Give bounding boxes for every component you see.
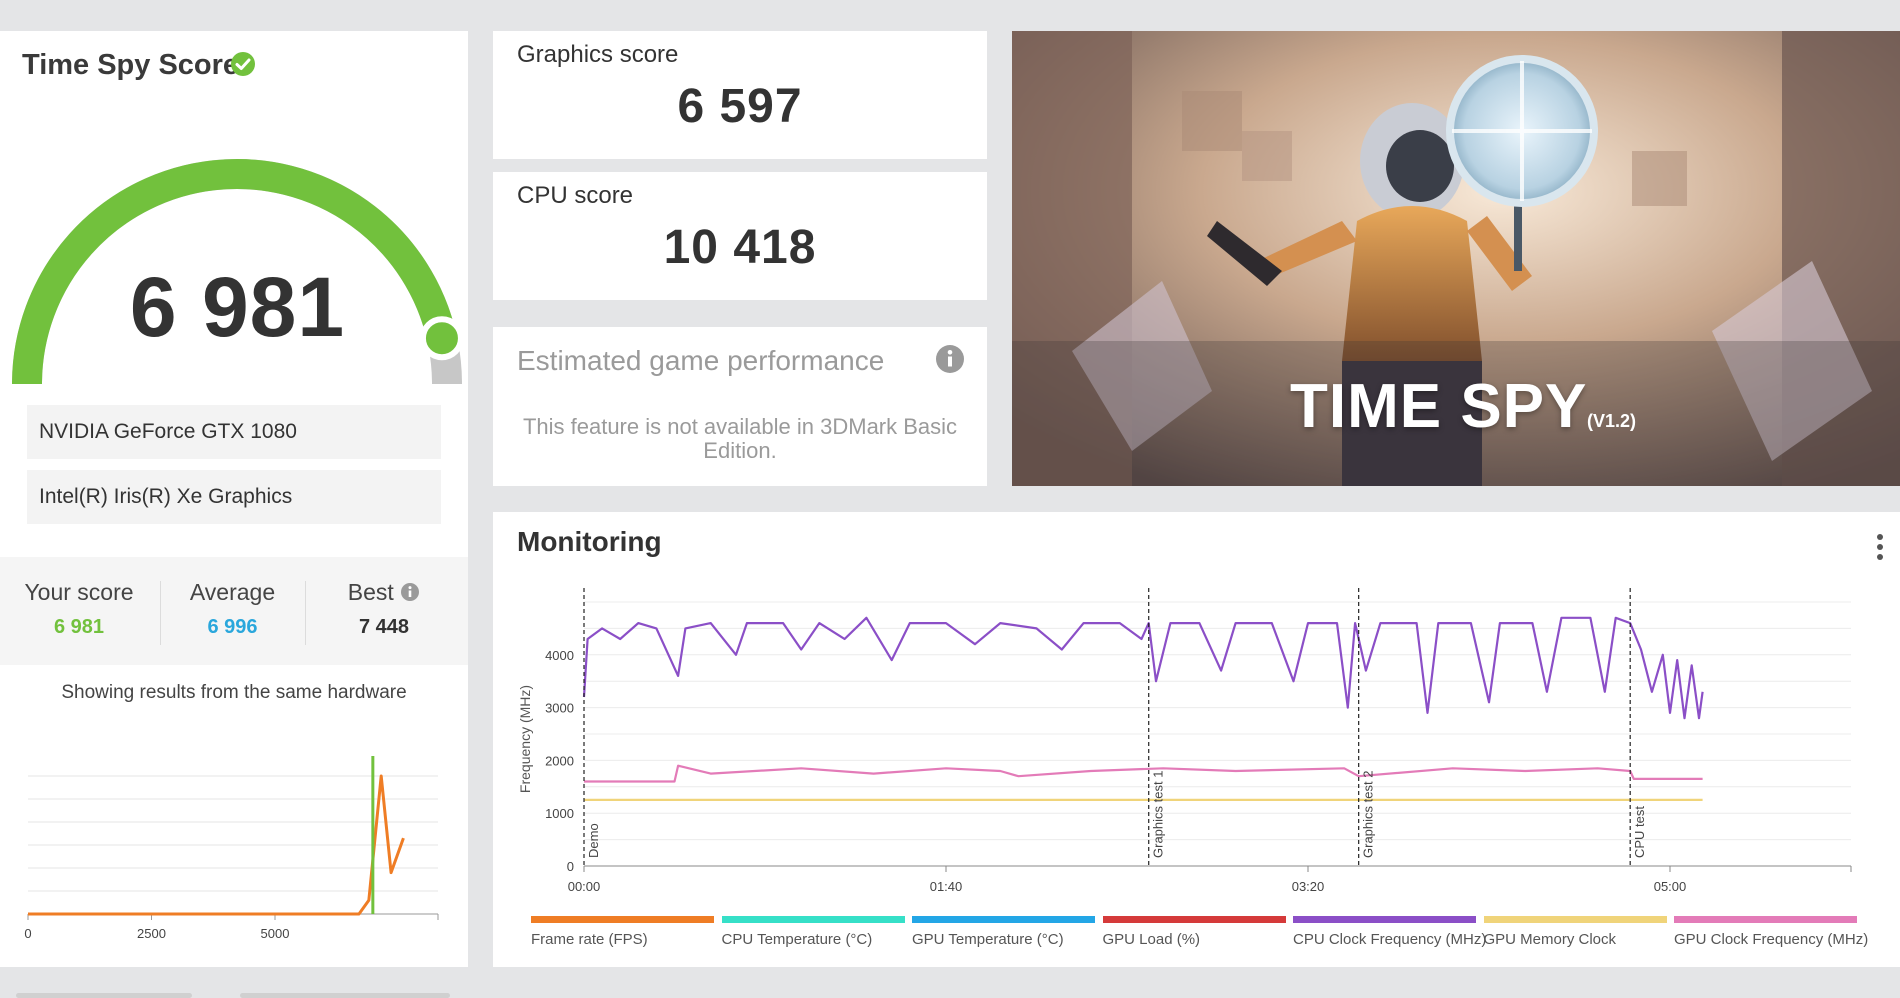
legend-swatch <box>721 916 905 923</box>
y-axis-label: Frequency (MHz) <box>517 685 533 793</box>
benchmark-hero-image: TIME SPY (V1.2) <box>1012 31 1900 486</box>
hero-banner <box>1012 341 1900 486</box>
legend-swatch <box>1483 916 1667 923</box>
gpu-primary: NVIDIA GeForce GTX 1080 <box>27 405 441 459</box>
legend-label: CPU Temperature (°C) <box>721 931 873 948</box>
info-icon[interactable] <box>400 582 420 602</box>
section-marker-label: Graphics test 1 <box>1151 771 1166 858</box>
best-label: Best <box>305 579 463 606</box>
average-label: Average <box>189 579 276 605</box>
your-score-label: Your score <box>24 579 134 605</box>
legend-label: GPU Load (%) <box>1102 931 1201 948</box>
legend-item[interactable]: CPU Clock Frequency (MHz) <box>1293 916 1487 948</box>
your-score-stat: Your score 6 981 <box>0 579 158 639</box>
graphics-score-card: Graphics score 6 597 <box>493 31 987 159</box>
average-stat: Average 6 996 <box>160 579 305 639</box>
graphics-score-label: Graphics score <box>517 41 679 68</box>
y-tick-label: 4000 <box>545 648 574 663</box>
estimated-performance-title: Estimated game performance <box>517 345 885 376</box>
legend-item[interactable]: CPU Temperature (°C) <box>721 916 905 948</box>
x-tick-label: 03:20 <box>1292 879 1325 894</box>
best-value: 7 448 <box>358 616 410 638</box>
y-tick-label: 3000 <box>545 701 574 716</box>
legend-item[interactable]: GPU Load (%) <box>1102 916 1286 948</box>
gauge-knob <box>419 316 464 361</box>
legend-swatch <box>531 916 714 923</box>
legend-label: GPU Memory Clock <box>1483 931 1617 948</box>
histogram-tick-label: 0 <box>24 926 31 941</box>
total-score: 6 981 <box>129 260 346 354</box>
score-gauge <box>12 159 464 385</box>
bottom-tab[interactable] <box>240 993 450 998</box>
average-value: 6 996 <box>207 616 258 638</box>
divider <box>160 581 161 645</box>
gauge-fill <box>12 159 457 385</box>
y-tick-label: 2000 <box>545 753 574 768</box>
monitoring-panel: Monitoring 0 1000 2000 3000 4000 00:00 01:40 03… <box>493 512 1900 967</box>
benchmark-title: TIME SPY <box>1290 372 1588 441</box>
best-stat: Best 7 448 <box>305 579 463 639</box>
score-title: Time Spy Score <box>22 49 240 81</box>
score-panel: Time Spy Score 6 981 NVIDIA GeForce GTX … <box>0 31 468 998</box>
histogram-tick-label: 2500 <box>137 926 166 941</box>
legend-item[interactable]: GPU Clock Frequency (MHz) <box>1674 916 1869 948</box>
legend-swatch <box>912 916 1095 923</box>
legend-swatch <box>1293 916 1476 923</box>
benchmark-version: (V1.2) <box>1587 411 1637 431</box>
cpu-score-value: 10 418 <box>663 221 817 274</box>
x-tick-label: 05:00 <box>1654 879 1687 894</box>
histogram-tick-label: 5000 <box>261 926 290 941</box>
estimated-performance-card: Estimated game performance This feature … <box>493 327 987 486</box>
cpu-score-card: CPU score 10 418 <box>493 172 987 300</box>
histogram-line <box>28 774 405 916</box>
legend-item[interactable]: GPU Memory Clock <box>1483 916 1667 948</box>
your-score-value: 6 981 <box>53 616 105 638</box>
section-marker-label: CPU test <box>1632 806 1647 858</box>
series-line <box>584 764 1703 783</box>
y-tick-label: 1000 <box>545 806 574 821</box>
legend-item[interactable]: Frame rate (FPS) <box>531 916 714 948</box>
section-marker-label: Graphics test 2 <box>1361 771 1376 858</box>
bottom-tab[interactable] <box>16 993 192 998</box>
cpu-score-label: CPU score <box>517 182 634 209</box>
histogram-caption: Showing results from the same hardware <box>61 682 407 703</box>
y-tick-label: 0 <box>567 859 574 874</box>
graphics-score-value: 6 597 <box>677 80 803 133</box>
gpu-secondary: Intel(R) Iris(R) Xe Graphics <box>27 470 441 524</box>
x-tick-label: 01:40 <box>930 879 963 894</box>
score-distribution-chart: 0 2500 5000 <box>24 756 439 941</box>
hero-artwork <box>1012 31 1900 486</box>
check-icon <box>231 52 255 76</box>
legend-label: GPU Temperature (°C) <box>912 931 1064 948</box>
divider <box>305 581 306 645</box>
legend-swatch <box>1102 916 1286 923</box>
legend-label: Frame rate (FPS) <box>531 931 648 948</box>
legend-item[interactable]: GPU Temperature (°C) <box>912 916 1095 948</box>
info-icon[interactable] <box>935 344 965 374</box>
x-tick-label: 00:00 <box>568 879 601 894</box>
monitoring-title: Monitoring <box>517 526 662 557</box>
estimated-performance-note: This feature is not available in 3DMark … <box>522 414 958 463</box>
monitoring-chart: 0 1000 2000 3000 4000 00:00 01:40 03:20 05:00 Fre… <box>517 588 1852 894</box>
series-line <box>582 616 1704 720</box>
legend-label: GPU Clock Frequency (MHz) <box>1674 931 1869 948</box>
legend-label: CPU Clock Frequency (MHz) <box>1293 931 1487 948</box>
section-marker-label: Demo <box>586 823 601 858</box>
more-options-icon[interactable] <box>1875 532 1885 562</box>
legend-swatch <box>1674 916 1857 923</box>
score-comparison: Your score 6 981 Average 6 996 Best 7 44… <box>0 557 468 665</box>
best-label-text: Best <box>347 579 394 605</box>
